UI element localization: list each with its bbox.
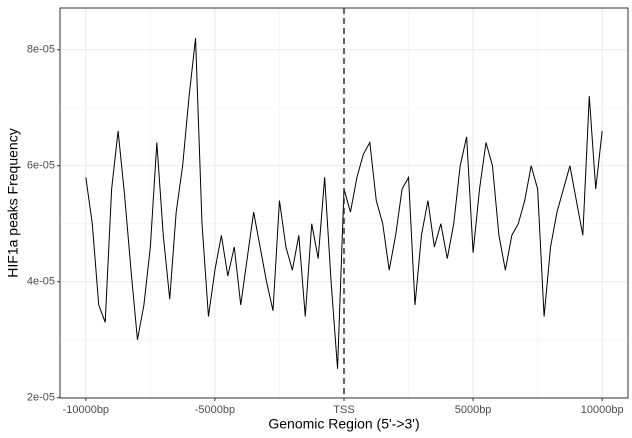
x-axis-label: Genomic Region (5'->3') [268, 416, 419, 432]
x-tick-label: -10000bp [63, 404, 110, 416]
x-tick-label: 5000bp [455, 404, 492, 416]
y-tick-label: 2e-05 [27, 392, 55, 404]
x-tick-label: TSS [333, 404, 354, 416]
x-tick-label: 10000bp [581, 404, 624, 416]
x-tick-label: -5000bp [195, 404, 235, 416]
panel-border [59, 7, 629, 399]
y-tick-label: 6e-05 [27, 160, 55, 172]
y-tick-label: 4e-05 [27, 276, 55, 288]
y-axis-label: HIF1a peaks Frequency [5, 128, 21, 277]
y-tick-label: 8e-05 [27, 44, 55, 56]
